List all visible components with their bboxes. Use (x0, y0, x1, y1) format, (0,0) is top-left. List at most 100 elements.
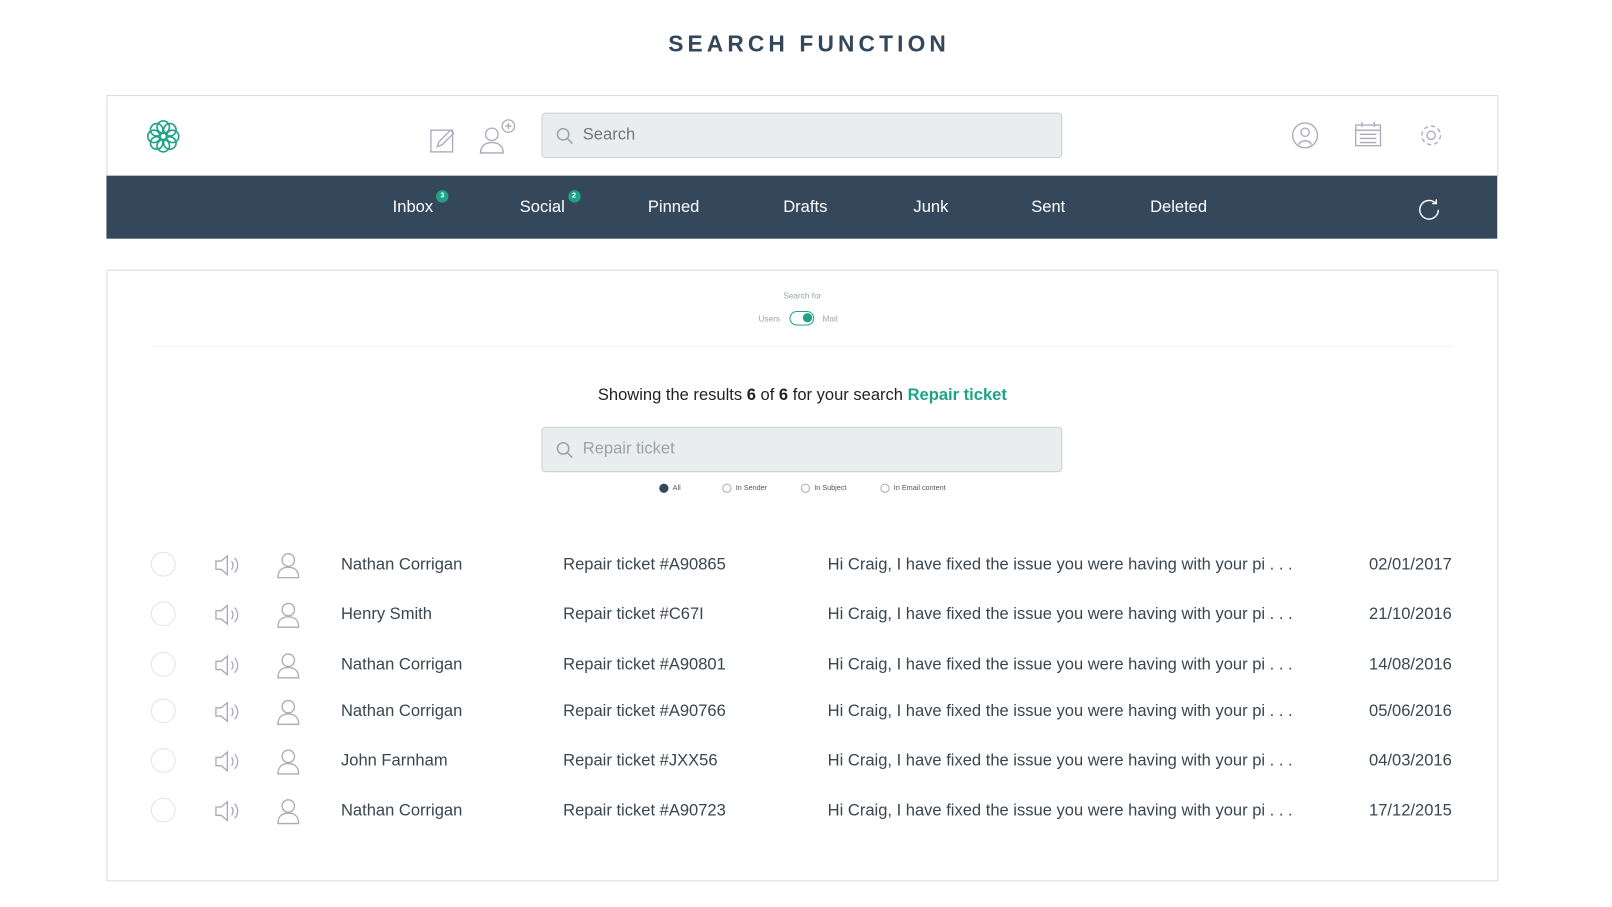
search-icon (556, 441, 573, 459)
summary-text: Showing the results (597, 386, 743, 405)
subject: Repair ticket #A90801 (563, 656, 726, 674)
settings-icon[interactable] (1418, 122, 1445, 149)
summary-text: of (760, 386, 775, 405)
nav-bar: Inbox 3 Social 2 Pinned Drafts Junk Sent D… (106, 175, 1498, 239)
message-row[interactable]: Nathan Corrigan Repair ticket #A90865 Hi… (107, 551, 1497, 583)
user-icon (277, 699, 300, 726)
refresh-icon[interactable] (1417, 197, 1442, 222)
speaker-icon[interactable] (214, 654, 241, 677)
results-query: Repair ticket (907, 386, 1007, 405)
radio (880, 483, 890, 493)
sender: Nathan Corrigan (340, 801, 463, 820)
date: 17/12/2015 (1369, 801, 1452, 820)
unread-badge: 3 (436, 190, 449, 203)
user-icon (277, 602, 300, 628)
filter-label: In Subject (814, 484, 847, 492)
tab-deleted[interactable]: Deleted (1150, 198, 1208, 216)
results-summary: Showing the results 6 of 6 for your sear… (107, 386, 1497, 405)
sender: Nathan Corrigan (340, 555, 463, 574)
compose-icon[interactable] (430, 127, 457, 154)
subject: Repair ticket #A90865 (563, 555, 726, 574)
date: 14/08/2016 (1369, 656, 1452, 674)
date: 04/03/2016 (1369, 752, 1452, 770)
select-checkbox[interactable] (150, 797, 176, 823)
subject: Repair ticket #A90723 (563, 801, 726, 820)
tab-label: Inbox (392, 198, 434, 216)
message-row[interactable]: Nathan Corrigan Repair ticket #A90723 Hi… (107, 797, 1497, 829)
filter-label: All (672, 484, 681, 492)
add-contact-icon[interactable] (479, 119, 516, 154)
radio (722, 483, 732, 493)
filter-label: In Sender (735, 484, 768, 492)
users-mail-toggle[interactable] (789, 311, 815, 326)
message-row[interactable]: Nathan Corrigan Repair ticket #A90801 Hi… (107, 652, 1497, 683)
filter-in-subject[interactable]: In Subject (800, 483, 847, 493)
speaker-icon[interactable] (214, 603, 241, 626)
header-search[interactable] (541, 112, 1063, 159)
tab-social[interactable]: Social 2 (519, 190, 581, 217)
tab-sent[interactable]: Sent (1031, 198, 1066, 216)
select-checkbox[interactable] (150, 551, 176, 577)
search-panel: Search for Users Mail Showing the result… (106, 269, 1499, 882)
search-for-label: Search for (783, 291, 822, 301)
sender: Nathan Corrigan (340, 656, 463, 674)
speaker-icon[interactable] (214, 701, 241, 724)
tab-drafts[interactable]: Drafts (783, 198, 828, 216)
filter-in-sender[interactable]: In Sender (722, 483, 768, 493)
toggle-mail-label: Mail (822, 314, 838, 324)
summary-text: for your search (792, 386, 904, 405)
radio-checked (659, 483, 669, 493)
tab-pinned[interactable]: Pinned (647, 198, 700, 216)
date: 21/10/2016 (1369, 605, 1452, 624)
select-checkbox[interactable] (150, 601, 176, 627)
preview: Hi Craig, I have fixed the issue you wer… (827, 555, 1293, 574)
filter-label: In Email content (893, 484, 946, 492)
select-checkbox[interactable] (150, 698, 176, 724)
search-icon (556, 127, 573, 145)
tab-inbox[interactable]: Inbox 3 (392, 190, 449, 217)
subject: Repair ticket #JXX56 (563, 752, 718, 770)
preview: Hi Craig, I have fixed the issue you wer… (827, 801, 1293, 820)
user-icon (277, 653, 300, 679)
preview: Hi Craig, I have fixed the issue you wer… (827, 656, 1293, 674)
tab-junk[interactable]: Junk (913, 198, 949, 216)
radio (800, 483, 811, 493)
filter-all[interactable]: All (659, 483, 681, 493)
preview: Hi Craig, I have fixed the issue you wer… (827, 605, 1293, 624)
preview: Hi Craig, I have fixed the issue you wer… (827, 702, 1293, 721)
toggle-users-label: Users (758, 314, 781, 324)
tab-label: Social (519, 198, 565, 216)
results-total: 6 (778, 386, 789, 405)
page-title: SEARCH FUNCTION (668, 30, 950, 57)
select-checkbox[interactable] (150, 652, 176, 677)
speaker-icon[interactable] (214, 750, 241, 773)
calendar-icon[interactable] (1355, 121, 1382, 148)
results-shown: 6 (746, 386, 756, 405)
speaker-icon[interactable] (214, 800, 241, 823)
query-search[interactable] (541, 426, 1063, 473)
profile-icon[interactable] (1291, 122, 1319, 149)
message-row[interactable]: Henry Smith Repair ticket #C67I Hi Craig… (107, 601, 1497, 632)
message-row[interactable]: John Farnham Repair ticket #JXX56 Hi Cra… (107, 748, 1497, 779)
subject: Repair ticket #C67I (563, 605, 704, 624)
user-icon (277, 799, 300, 825)
query-input[interactable] (580, 439, 999, 460)
message-row[interactable]: Nathan Corrigan Repair ticket #A90766 Hi… (107, 698, 1497, 730)
select-checkbox[interactable] (150, 748, 176, 773)
speaker-icon[interactable] (214, 554, 241, 577)
sender: Nathan Corrigan (340, 702, 463, 721)
top-bar (106, 95, 1499, 177)
unread-badge: 2 (567, 190, 581, 203)
subject: Repair ticket #A90766 (563, 702, 726, 721)
divider (150, 346, 1453, 348)
filter-in-email-content[interactable]: In Email content (880, 483, 946, 493)
sender: Henry Smith (340, 605, 432, 624)
header-search-input[interactable] (580, 125, 999, 146)
date: 05/06/2016 (1369, 702, 1452, 721)
user-icon (277, 749, 300, 775)
sender: John Farnham (340, 752, 448, 770)
date: 02/01/2017 (1369, 555, 1452, 574)
logo-icon (146, 120, 180, 153)
preview: Hi Craig, I have fixed the issue you wer… (827, 752, 1293, 770)
user-icon (277, 553, 300, 579)
